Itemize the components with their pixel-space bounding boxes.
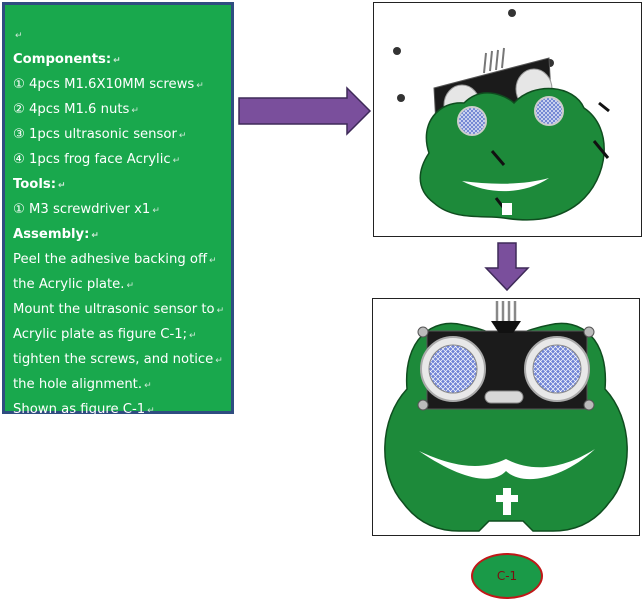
assembly-line: Shown as figure C-1 ↵	[13, 402, 155, 417]
left-eye-mesh	[428, 344, 478, 394]
right-eye-mesh	[532, 344, 582, 394]
component-item: ④ 1pcs frog face Acrylic ↵	[13, 152, 181, 167]
figure-label: C-1	[496, 569, 518, 583]
assembled-view-illustration	[384, 301, 628, 532]
assembly-heading: Assembly: ↵	[13, 227, 99, 242]
assembly-line: Mount the ultrasonic sensor to ↵	[13, 302, 225, 317]
component-item: ② 4pcs M1.6 nuts ↵	[13, 102, 139, 117]
right-arrow-icon	[238, 86, 372, 136]
right-eye-mesh	[534, 96, 564, 126]
tool-item: ① M3 screwdriver x1 ↵	[13, 202, 160, 217]
assembly-line: tighten the screws, and notice ↵	[13, 352, 223, 367]
down-arrow-icon	[484, 242, 530, 292]
assembly-line: the Acrylic plate. ↵	[13, 277, 135, 292]
mounting-screw-icon	[417, 326, 595, 411]
assembly-line: Acrylic plate as figure C-1; ↵	[13, 327, 197, 342]
assembled-view-panel	[372, 298, 640, 536]
left-eye-mesh	[457, 106, 487, 136]
figure-label-badge: C-1	[471, 553, 543, 599]
instruction-panel: ↵ Components: ↵ ① 4pcs M1.6X10MM screws ↵ …	[2, 2, 234, 417]
cross-cutout	[496, 488, 518, 515]
component-item: ③ 1pcs ultrasonic sensor ↵	[13, 127, 187, 142]
exploded-view-panel	[373, 2, 642, 237]
blank-line: ↵	[15, 31, 23, 41]
crystal-oscillator	[484, 390, 524, 404]
components-heading: Components: ↵	[13, 52, 121, 67]
frog-face-acrylic	[419, 87, 605, 221]
assembly-line: Peel the adhesive backing off ↵	[13, 252, 217, 267]
tools-heading: Tools: ↵	[13, 177, 66, 192]
frog-smile	[462, 178, 549, 192]
component-item: ① 4pcs M1.6X10MM screws ↵	[13, 77, 204, 92]
assembly-line: the hole alignment. ↵	[13, 377, 152, 392]
exploded-view-illustration	[393, 9, 610, 221]
frog-smile	[419, 449, 595, 480]
sensor-pins	[483, 47, 505, 74]
